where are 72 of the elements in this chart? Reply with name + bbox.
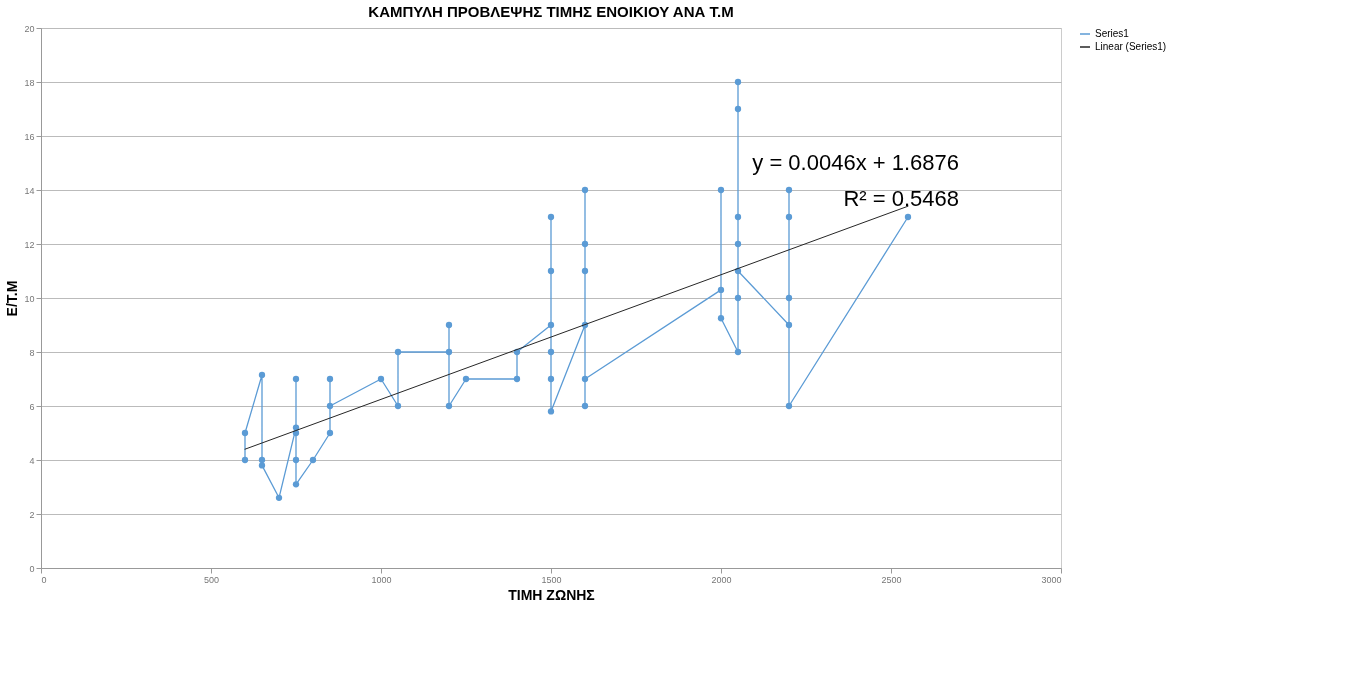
y-tick-label: 20 bbox=[24, 23, 35, 34]
point bbox=[445, 402, 453, 410]
y-tick-label: 10 bbox=[24, 293, 35, 304]
point bbox=[394, 348, 402, 356]
point bbox=[547, 267, 555, 275]
point bbox=[734, 240, 742, 248]
point bbox=[734, 78, 742, 86]
point bbox=[581, 240, 589, 248]
y-tick-label: 16 bbox=[24, 131, 35, 142]
point bbox=[547, 213, 555, 221]
point bbox=[292, 456, 300, 464]
x-tick-label: 500 bbox=[203, 574, 220, 585]
point bbox=[241, 456, 249, 464]
point bbox=[904, 213, 912, 221]
point bbox=[292, 481, 300, 488]
x-tick-label: 1500 bbox=[541, 574, 562, 585]
point bbox=[785, 213, 793, 221]
y-tick-label: 2 bbox=[29, 509, 35, 520]
point bbox=[734, 348, 742, 356]
y-tick-label: 4 bbox=[29, 455, 35, 466]
y-tick-label: 14 bbox=[24, 185, 35, 196]
y-tick-label: 12 bbox=[24, 239, 35, 250]
point bbox=[292, 375, 300, 383]
point bbox=[445, 348, 453, 356]
point bbox=[326, 429, 334, 437]
x-tick-label: 0 bbox=[41, 574, 47, 585]
point bbox=[258, 462, 266, 469]
point bbox=[734, 213, 742, 221]
point bbox=[581, 267, 589, 275]
point bbox=[394, 402, 402, 410]
point bbox=[581, 375, 589, 383]
point bbox=[581, 186, 589, 194]
point bbox=[717, 315, 725, 322]
point bbox=[445, 321, 453, 329]
point bbox=[785, 294, 793, 302]
point bbox=[326, 375, 334, 383]
y-axis-title: Ε/Τ.Μ bbox=[4, 280, 21, 317]
point bbox=[547, 408, 555, 415]
x-axis-title: ΤΙΜΗ ΖΩΝΗΣ bbox=[508, 586, 595, 603]
point bbox=[547, 375, 555, 383]
point bbox=[241, 429, 249, 437]
point bbox=[734, 294, 742, 302]
point bbox=[785, 402, 793, 410]
point bbox=[258, 371, 266, 379]
annotation: y = 0.0046x + 1.6876 bbox=[752, 150, 959, 175]
legend-label: Series1 bbox=[1095, 28, 1130, 39]
point bbox=[326, 402, 334, 410]
point bbox=[275, 494, 283, 501]
point bbox=[717, 286, 725, 294]
point bbox=[258, 456, 266, 464]
point bbox=[785, 321, 793, 329]
point bbox=[581, 402, 589, 410]
y-tick-label: 8 bbox=[29, 347, 35, 358]
point bbox=[717, 186, 725, 194]
point bbox=[734, 105, 742, 113]
y-tick-label: 6 bbox=[29, 401, 35, 412]
chart-title: ΚΑΜΠΥΛΗ ΠΡΟΒΛΕΨΗΣ ΤΙΜΗΣ ΕΝΟΙΚΙΟΥ ΑΝΑ Τ.Μ bbox=[368, 3, 734, 20]
x-tick-label: 2000 bbox=[711, 574, 732, 585]
point bbox=[547, 321, 555, 329]
annotation: R² = 0.5468 bbox=[843, 186, 959, 211]
point bbox=[462, 375, 470, 383]
point bbox=[377, 375, 385, 383]
y-tick-label: 18 bbox=[24, 77, 35, 88]
point bbox=[785, 186, 793, 194]
x-tick-label: 1000 bbox=[371, 574, 392, 585]
point bbox=[513, 375, 521, 383]
y-tick-label: 0 bbox=[29, 563, 35, 574]
x-tick-label: 2500 bbox=[881, 574, 902, 585]
x-tick-label: 3000 bbox=[1041, 574, 1062, 585]
legend-label: Linear (Series1) bbox=[1095, 41, 1167, 52]
point bbox=[547, 348, 555, 356]
point bbox=[309, 456, 317, 464]
